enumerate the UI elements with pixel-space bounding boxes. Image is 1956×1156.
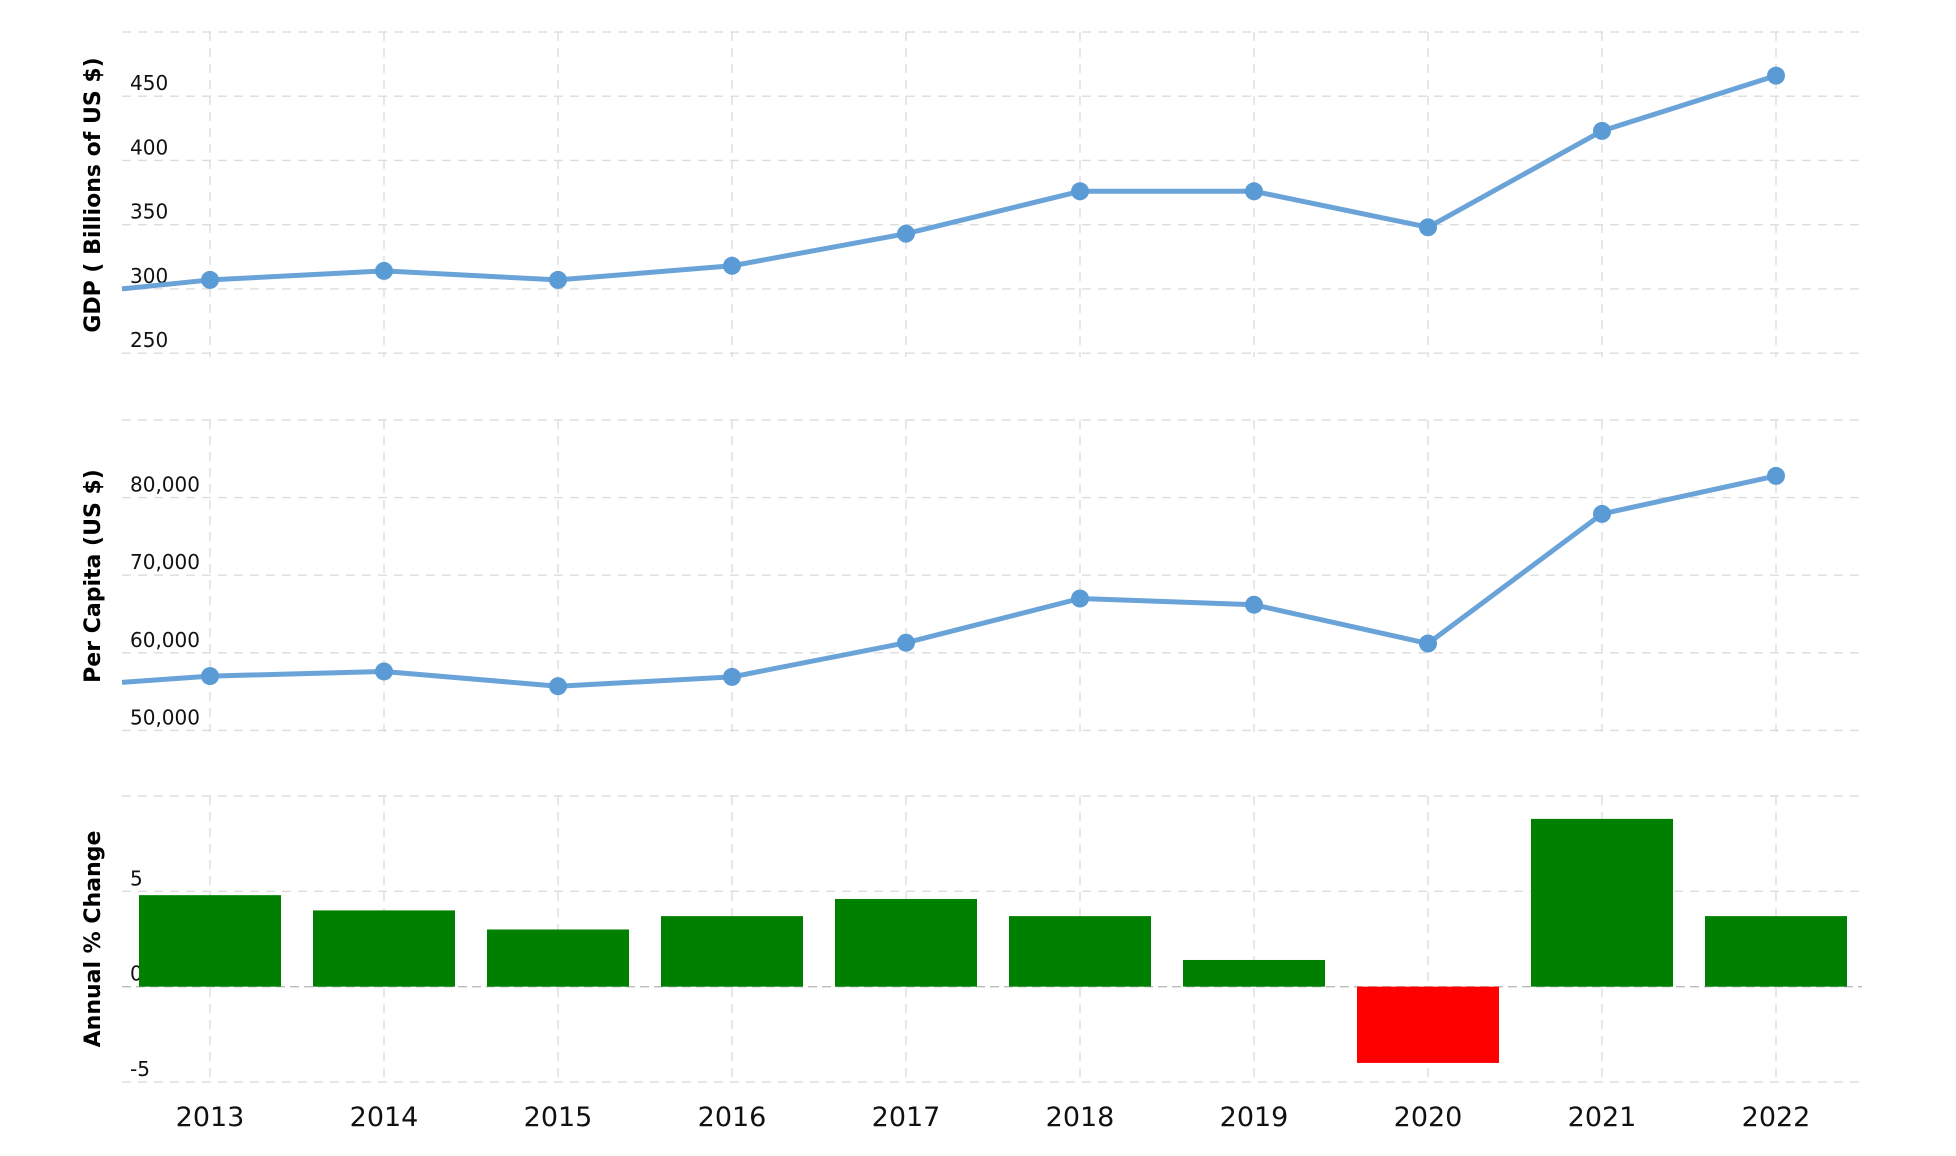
data-point-2022: [1767, 466, 1785, 485]
x-tick-label: 2019: [1220, 1102, 1289, 1133]
bar-2019: [1183, 959, 1325, 987]
bar-2014: [313, 910, 455, 987]
x-tick-label: 2013: [176, 1102, 245, 1133]
y-axis-label: Per Capita (US $): [81, 469, 106, 683]
x-tick-label: 2015: [524, 1102, 593, 1133]
series-line: [121, 73, 1777, 292]
y-tick-label: 50,000: [130, 705, 200, 729]
y-tick-label: -5: [130, 1057, 150, 1081]
data-point-2021: [1593, 504, 1611, 523]
y-tick-label: 350: [130, 200, 168, 224]
data-point-2013: [201, 270, 219, 289]
y-tick-label: 400: [130, 135, 168, 159]
bar-2013: [139, 895, 281, 987]
bar-2016: [661, 916, 803, 987]
data-point-2020: [1419, 218, 1437, 237]
data-point-2016: [723, 256, 741, 275]
data-point-2015: [549, 677, 567, 696]
data-point-2014: [375, 261, 393, 280]
bar-2020: [1357, 986, 1499, 1063]
y-axis-label: GDP ( Billions of US $): [81, 57, 106, 332]
x-tick-label: 2018: [1046, 1102, 1115, 1133]
x-tick-label: 2020: [1394, 1102, 1463, 1133]
data-point-2018: [1071, 589, 1089, 608]
x-tick-label: 2017: [872, 1102, 941, 1133]
y-tick-label: 250: [130, 328, 168, 352]
data-point-2020: [1419, 634, 1437, 653]
data-point-2018: [1071, 182, 1089, 201]
y-tick-label: 70,000: [130, 550, 200, 574]
data-point-2017: [897, 633, 915, 652]
bar-2018: [1009, 916, 1151, 987]
panel-2: 50,000 60,000 70,000 80,000 Per Capita (US $…: [81, 419, 1862, 732]
bar-2022: [1705, 916, 1847, 987]
bar-2021: [1531, 818, 1673, 987]
x-axis: 2013 2014 2015 2016 2017 2018 2019 2020 2021 2022: [176, 1102, 1811, 1133]
x-tick-label: 2016: [698, 1102, 767, 1133]
bar-2017: [835, 898, 977, 987]
series-line: [121, 473, 1777, 689]
x-tick-label: 2014: [350, 1102, 419, 1133]
bar-2015: [487, 929, 629, 987]
data-point-2019: [1245, 182, 1263, 201]
y-axis-label: Annual % Change: [81, 831, 106, 1048]
data-point-2021: [1593, 121, 1611, 140]
x-tick-label: 2021: [1568, 1102, 1637, 1133]
x-tick-label: 2022: [1742, 1102, 1811, 1133]
data-point-2019: [1245, 595, 1263, 614]
data-point-2016: [723, 667, 741, 686]
y-tick-label: 450: [130, 71, 168, 95]
data-point-2015: [549, 270, 567, 289]
data-point-2022: [1767, 66, 1785, 85]
y-tick-label: 5: [130, 866, 143, 890]
y-tick-label: 80,000: [130, 473, 200, 497]
data-point-2014: [375, 662, 393, 681]
data-point-2013: [201, 667, 219, 686]
y-tick-label: 60,000: [130, 628, 200, 652]
data-point-2017: [897, 224, 915, 243]
